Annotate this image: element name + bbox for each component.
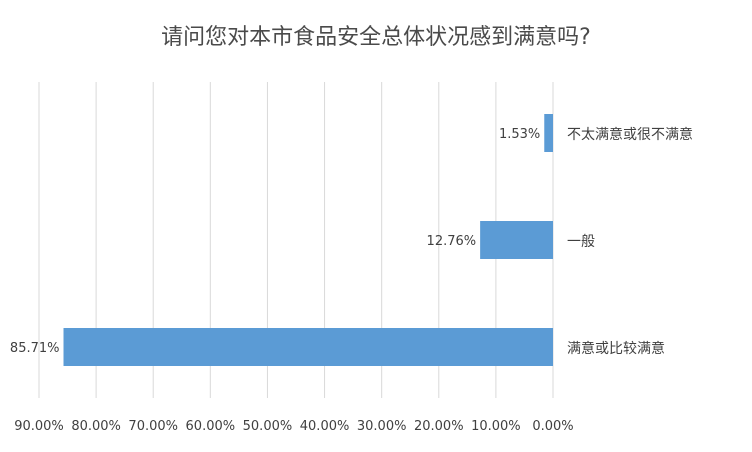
x-tick-label: 50.00%	[243, 419, 293, 434]
data-label: 1.53%	[499, 127, 540, 142]
bar	[480, 221, 553, 259]
x-tick-label: 20.00%	[414, 419, 464, 434]
bars	[63, 114, 553, 366]
category-label: 一般	[567, 234, 595, 250]
labels: 1.53% 不太满意或很不满意 12.76% 一般 85.71% 满意或比较满意	[10, 126, 693, 357]
bar	[544, 114, 553, 152]
x-tick-label: 0.00%	[532, 419, 573, 434]
x-tick-label: 60.00%	[186, 419, 236, 434]
x-tick-label: 90.00%	[14, 419, 64, 434]
data-label: 85.71%	[10, 341, 60, 356]
x-tick-label: 80.00%	[71, 419, 121, 434]
data-label: 12.76%	[427, 234, 477, 249]
chart-title: 请问您对本市食品安全总体状况感到满意吗?	[161, 25, 591, 50]
category-label: 不太满意或很不满意	[567, 126, 693, 143]
x-tick-label: 70.00%	[128, 419, 178, 434]
x-tick-label: 10.00%	[471, 419, 521, 434]
x-tick-label: 40.00%	[300, 419, 350, 434]
bar	[63, 328, 553, 366]
gridlines	[38, 82, 554, 398]
x-axis-ticks: 0.00% 10.00% 20.00% 30.00% 40.00% 50.00% 60.00…	[14, 419, 573, 434]
category-label: 满意或比较满意	[567, 340, 665, 357]
x-tick-label: 30.00%	[357, 419, 407, 434]
